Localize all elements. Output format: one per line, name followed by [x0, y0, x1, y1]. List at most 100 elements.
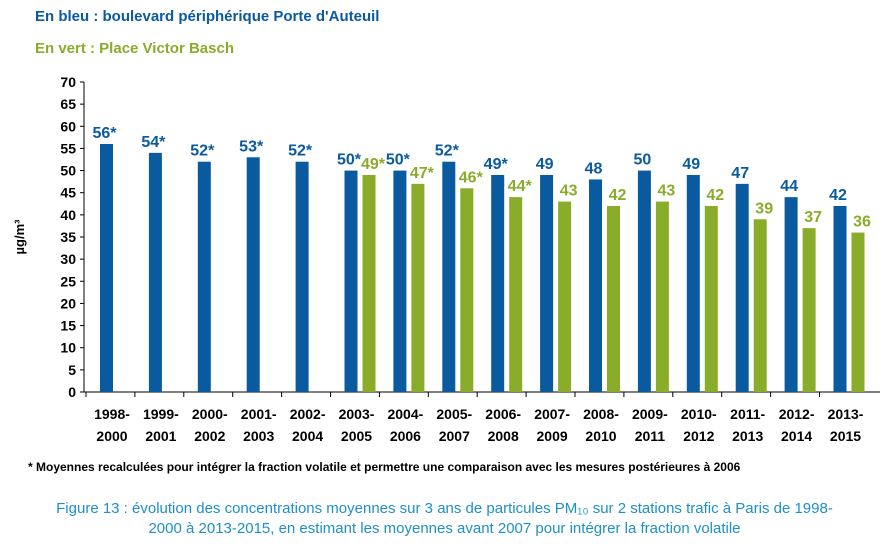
x-tick-label-top: 2005-: [436, 406, 472, 422]
x-tick-label-top: 2011-: [730, 406, 765, 422]
bar-green: [460, 188, 474, 392]
bar-blue: [637, 170, 651, 392]
x-tick-label-bottom: 2011: [635, 428, 666, 444]
x-tick-label-bottom: 2003: [243, 428, 274, 444]
data-label-green: 44*: [508, 178, 533, 195]
x-tick-label-top: 2000-: [192, 406, 228, 422]
x-tick-label-bottom: 2002: [194, 428, 225, 444]
bar-blue: [833, 206, 847, 392]
data-label-blue: 44: [780, 178, 798, 195]
data-label-green: 43: [560, 183, 578, 200]
y-tick-label: 0: [68, 384, 76, 400]
data-label-green: 39: [755, 200, 773, 217]
x-tick-label-bottom: 2008: [488, 428, 519, 444]
x-tick-label-bottom: 2014: [781, 428, 812, 444]
data-label-blue: 50*: [337, 152, 362, 169]
data-label-blue: 53*: [239, 138, 264, 155]
bar-green: [655, 201, 669, 392]
data-label-green: 42: [609, 187, 627, 204]
bar-blue: [589, 179, 602, 392]
data-label-blue: 48: [585, 160, 603, 177]
bar-blue: [784, 197, 798, 392]
bar-blue: [344, 170, 358, 392]
data-label-blue: 50: [634, 152, 652, 169]
x-tick-label-bottom: 2004: [292, 428, 323, 444]
x-tick-label-top: 2008-: [583, 406, 619, 422]
x-tick-label-top: 2006-: [485, 406, 521, 422]
x-tick-label-top: 2003-: [339, 406, 375, 422]
data-label-green: 37: [804, 209, 822, 226]
data-label-green: 36: [853, 214, 871, 231]
bar-green: [558, 201, 572, 392]
x-tick-label-bottom: 2010: [585, 428, 616, 444]
x-tick-label-top: 2004-: [387, 406, 423, 422]
bar-blue: [442, 161, 456, 392]
x-tick-label-bottom: 2000: [96, 428, 127, 444]
x-tick-label-top: 2009-: [632, 406, 668, 422]
bar-green: [607, 206, 620, 392]
y-tick-label: 60: [60, 118, 76, 134]
y-tick-label: 5: [68, 362, 76, 378]
bar-green: [509, 197, 523, 392]
y-tick-label: 40: [60, 207, 76, 223]
x-tick-label-bottom: 2005: [341, 428, 372, 444]
data-label-green: 47*: [410, 165, 435, 182]
figure-caption-line-2: 2000 à 2013-2015, en estimant les moyenn…: [148, 520, 741, 537]
bar-blue: [246, 157, 260, 392]
bar-green: [704, 206, 718, 392]
data-label-blue: 56*: [92, 125, 117, 142]
data-label-green: 46*: [459, 169, 484, 186]
x-tick-label-bottom: 2013: [732, 428, 763, 444]
data-label-green: 49*: [361, 156, 386, 173]
data-label-blue: 52*: [190, 143, 215, 160]
data-label-blue: 47: [731, 165, 749, 182]
bar-blue: [100, 144, 113, 392]
bar-blue: [295, 161, 309, 392]
x-tick-label-bottom: 2009: [537, 428, 568, 444]
y-tick-label: 30: [60, 251, 76, 267]
y-tick-label: 20: [60, 295, 76, 311]
data-label-blue: 52*: [435, 143, 460, 160]
x-tick-label-bottom: 2015: [830, 428, 861, 444]
x-tick-label-top: 2002-: [290, 406, 326, 422]
y-tick-label: 35: [60, 229, 76, 245]
y-axis-label: µg/m³: [12, 219, 27, 255]
data-label-blue: 49: [536, 156, 554, 173]
bar-green: [851, 232, 865, 392]
x-tick-label-top: 1999-: [143, 406, 179, 422]
bar-chart: 0 5 10 15 20 25 30 35 40 45 50 55 60 65 70 µg/m³ 56* 1998…: [12, 74, 880, 444]
x-tick-label-top: 2007-: [534, 406, 570, 422]
x-tick-label-bottom: 2012: [683, 428, 714, 444]
bar-green: [753, 219, 767, 392]
bar-blue: [686, 175, 700, 392]
bar-green: [802, 228, 816, 392]
bar-blue: [148, 152, 162, 392]
legend-green-series: En vert : Place Victor Basch: [35, 40, 234, 57]
data-label-blue: 50*: [386, 152, 411, 169]
y-tick-label: 45: [60, 185, 76, 201]
data-label-blue: 52*: [288, 143, 313, 160]
bar-blue: [491, 175, 505, 392]
x-tick-label-top: 1998-: [94, 406, 130, 422]
x-tick-label-top: 2010-: [681, 406, 717, 422]
y-tick-label: 25: [60, 273, 76, 289]
data-label-green: 43: [658, 183, 676, 200]
bar-blue: [393, 170, 407, 392]
x-tick-label-bottom: 2006: [390, 428, 421, 444]
x-tick-label-top: 2013-: [828, 406, 864, 422]
x-tick-label-top: 2012-: [779, 406, 815, 422]
y-tick-label: 15: [60, 318, 76, 334]
bar-green: [362, 175, 376, 392]
y-tick-label: 50: [60, 163, 76, 179]
bar-green: [411, 183, 425, 392]
data-label-blue: 49: [682, 156, 700, 173]
y-tick-label: 55: [60, 140, 76, 156]
legend-blue-series: En bleu : boulevard périphérique Porte d…: [35, 8, 380, 25]
y-tick-label: 70: [60, 74, 76, 90]
data-label-blue: 49*: [484, 156, 509, 173]
bar-blue: [197, 161, 211, 392]
y-tick-label: 65: [60, 96, 76, 112]
data-label-blue: 54*: [141, 134, 166, 151]
x-tick-label-bottom: 2001: [145, 428, 176, 444]
chart-footnote: * Moyennes recalculées pour intégrer la …: [28, 460, 741, 474]
